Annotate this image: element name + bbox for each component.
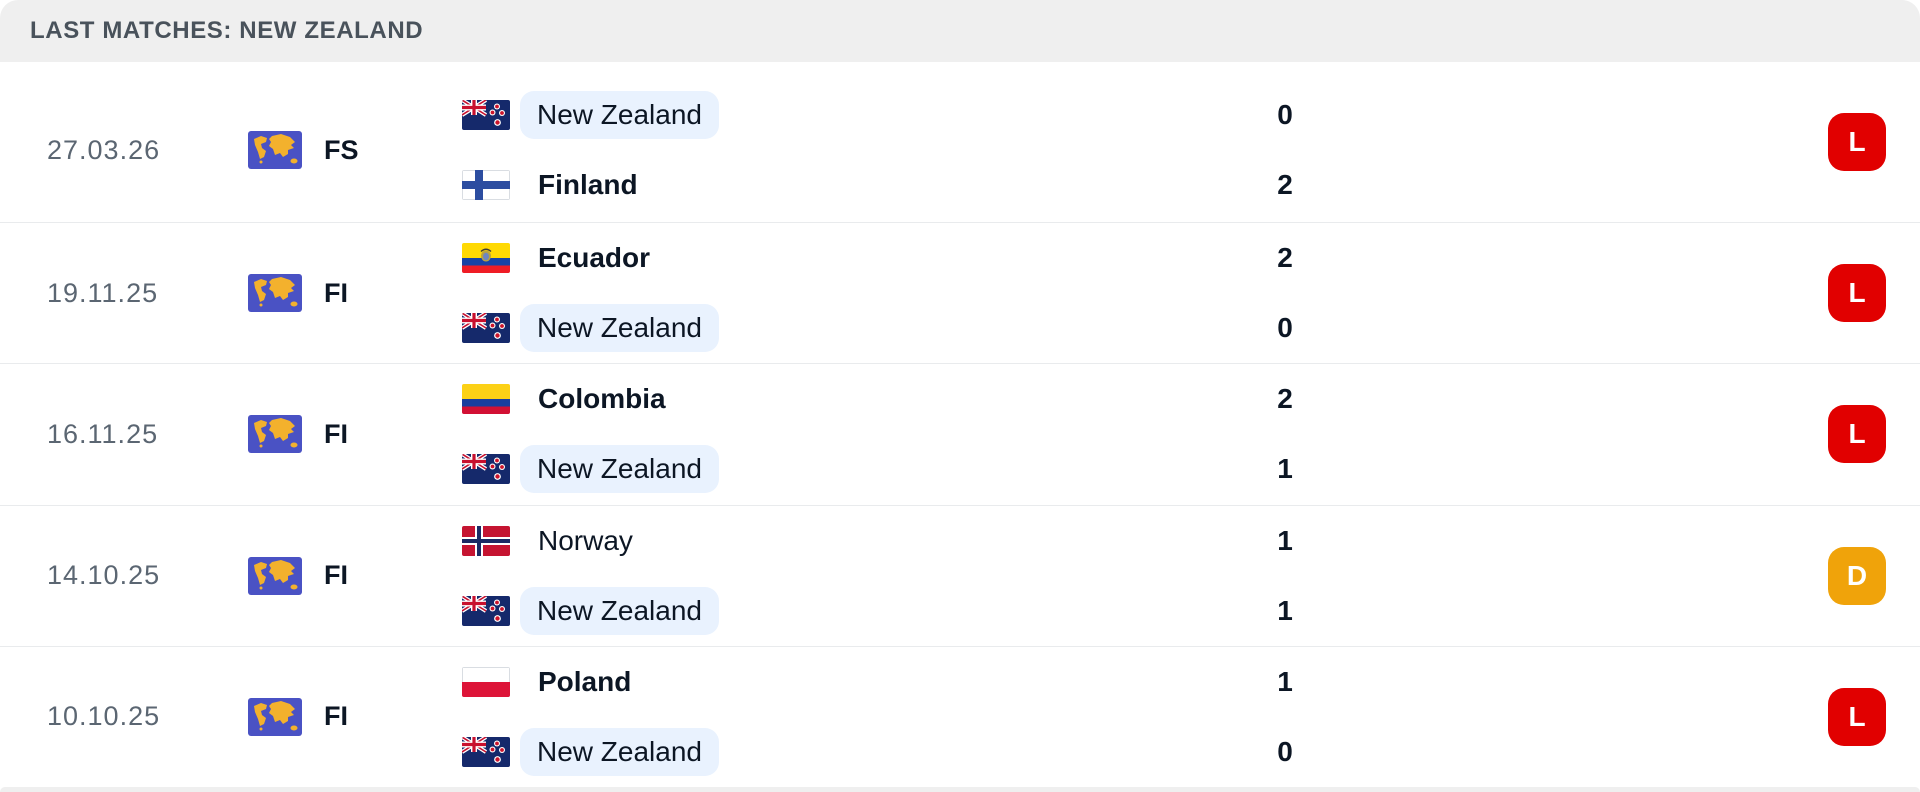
competition: FI: [248, 647, 462, 787]
team-name: Poland: [538, 665, 632, 697]
team-line: New Zealand 0: [462, 82, 1920, 148]
competition-code: FI: [324, 418, 348, 449]
world-icon: [248, 274, 302, 313]
team-score: 2: [1277, 242, 1293, 274]
match-teams: Ecuador 2 New Zealand 0: [462, 223, 1920, 363]
competition: FS: [248, 78, 462, 222]
poland-flag-icon: [462, 666, 510, 697]
world-icon: [248, 131, 302, 169]
competition-code: FI: [324, 701, 348, 732]
match-teams: New Zealand 0 Finland 2: [462, 78, 1920, 222]
match-teams: Norway 1 New Zealand 1: [462, 506, 1920, 646]
match-row[interactable]: 16.11.25 FI Colombia 2: [0, 363, 1920, 504]
finland-flag-icon: [462, 170, 510, 200]
team-line: Colombia 2: [462, 366, 1920, 432]
team-score: 0: [1277, 99, 1293, 130]
team-line: Poland 1: [462, 649, 1920, 715]
match-date: 14.10.25: [47, 560, 161, 591]
match-date: 19.11.25: [47, 277, 159, 308]
new-zealand-flag-icon: [462, 454, 510, 485]
match-teams: Colombia 2 New Zealand 1: [462, 364, 1920, 504]
team-score: 0: [1277, 735, 1293, 767]
world-icon: [248, 556, 302, 595]
match-date: 10.10.25: [47, 701, 161, 732]
match-date: 16.11.25: [47, 418, 159, 449]
new-zealand-flag-icon: [462, 100, 510, 130]
competition-code: FS: [324, 134, 359, 165]
team-line: New Zealand 1: [462, 578, 1920, 644]
result-badge: D: [1828, 546, 1886, 605]
match-row[interactable]: 10.10.25 FI Poland 1: [0, 645, 1920, 787]
team-name: Ecuador: [538, 242, 651, 274]
team-score: 2: [1277, 169, 1293, 200]
team-line: Ecuador 2: [462, 225, 1920, 291]
team-score: 1: [1277, 665, 1293, 697]
team-line: Norway 1: [462, 508, 1920, 574]
section-title: LAST MATCHES: NEW ZEALAND: [30, 17, 424, 44]
team-name: New Zealand: [520, 445, 719, 494]
world-icon: [248, 697, 302, 736]
team-name: Finland: [538, 169, 638, 200]
match-list: 27.03.26 FS New Zealand 0: [0, 62, 1920, 787]
result-badge: L: [1828, 405, 1886, 464]
result-badge: L: [1828, 113, 1886, 171]
team-name: Norway: [538, 524, 633, 556]
team-score: 1: [1277, 453, 1293, 485]
new-zealand-flag-icon: [462, 313, 510, 344]
team-score: 0: [1277, 312, 1293, 344]
competition-code: FI: [324, 560, 348, 591]
team-line: Finland 2: [462, 152, 1920, 218]
team-score: 1: [1277, 594, 1293, 626]
team-name: New Zealand: [520, 304, 719, 353]
match-row[interactable]: 19.11.25 FI Ecuador 2: [0, 222, 1920, 363]
new-zealand-flag-icon: [462, 595, 510, 626]
result-badge: L: [1828, 687, 1886, 746]
competition: FI: [248, 364, 462, 504]
team-line: New Zealand 1: [462, 436, 1920, 502]
competition-code: FI: [324, 277, 348, 308]
team-line: New Zealand 0: [462, 295, 1920, 361]
next-section-header: [0, 787, 1920, 792]
world-icon: [248, 415, 302, 454]
ecuador-flag-icon: [462, 243, 510, 274]
match-row[interactable]: 14.10.25 FI Norway 1: [0, 504, 1920, 646]
team-line: New Zealand 0: [462, 719, 1920, 785]
team-name: New Zealand: [520, 727, 719, 776]
match-date: 27.03.26: [47, 134, 161, 165]
competition: FI: [248, 223, 462, 363]
team-score: 2: [1277, 383, 1293, 415]
result-badge: L: [1828, 264, 1886, 323]
new-zealand-flag-icon: [462, 736, 510, 767]
team-name: New Zealand: [520, 586, 719, 635]
match-row[interactable]: 27.03.26 FS New Zealand 0: [0, 62, 1920, 222]
competition: FI: [248, 506, 462, 646]
colombia-flag-icon: [462, 384, 510, 415]
section-header: LAST MATCHES: NEW ZEALAND: [0, 0, 1920, 62]
match-teams: Poland 1 New Zealand 0: [462, 647, 1920, 787]
team-score: 1: [1277, 524, 1293, 556]
norway-flag-icon: [462, 525, 510, 556]
team-name: Colombia: [538, 383, 666, 415]
team-name: New Zealand: [520, 91, 719, 139]
